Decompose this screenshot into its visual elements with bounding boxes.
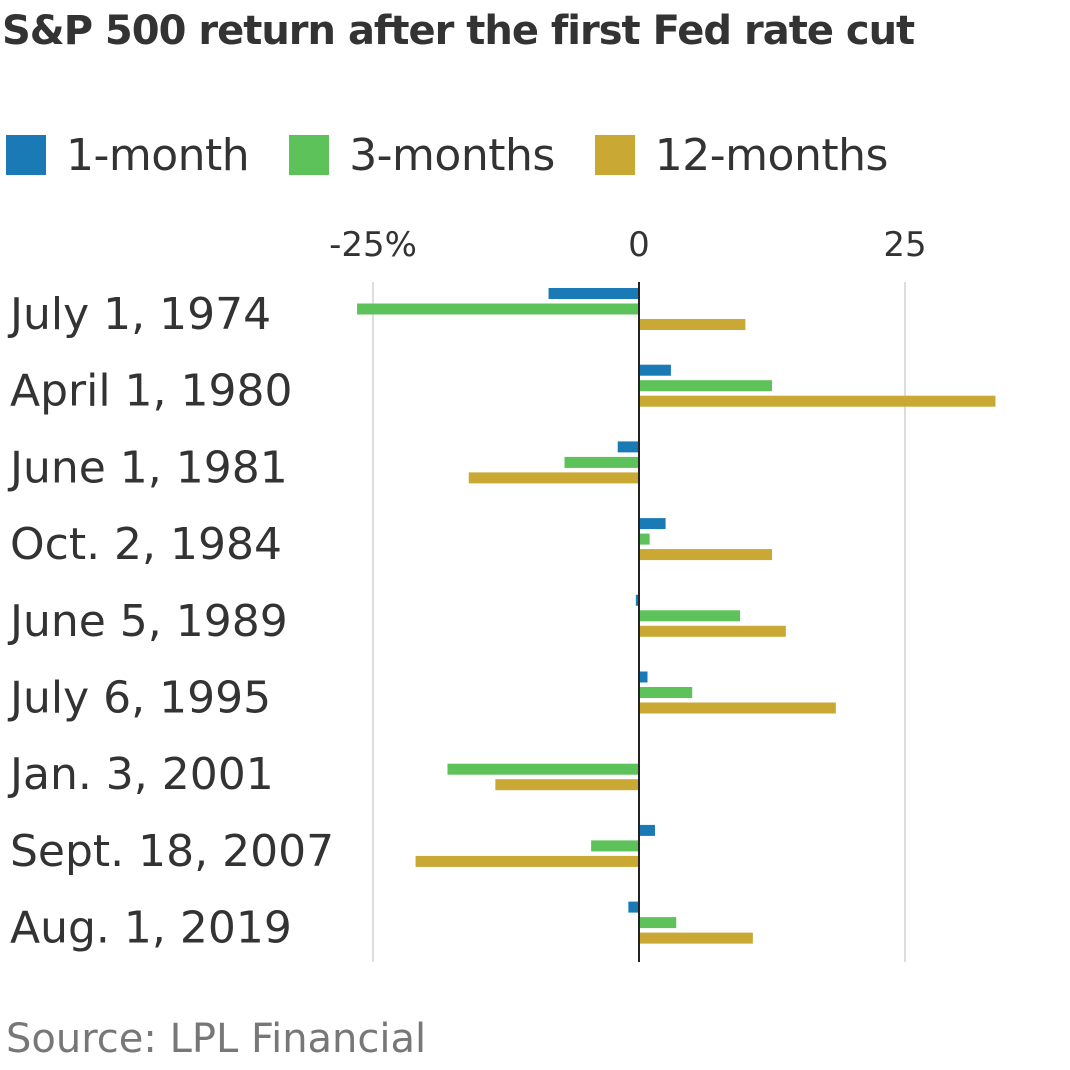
bar-1-month <box>548 288 639 299</box>
category-label-line: Oct. 2, 1984 <box>10 519 282 570</box>
bar-chart: -25% 0 25 July 1, 1974 April 1, 1980 June 1, … <box>7 225 996 962</box>
chart-legend: 1-month 3-months 12-months <box>6 126 928 184</box>
bar-12-months <box>639 702 836 714</box>
bar-12-months <box>495 779 639 791</box>
category-label: July 6, 1995 <box>7 673 271 724</box>
bar-1-month <box>639 671 648 683</box>
category-label: July 1, 1974 <box>7 289 271 340</box>
chart-title: S&P 500 return after the first Fed rate … <box>2 8 915 54</box>
bar-3-months <box>639 917 677 929</box>
bar-12-months <box>639 549 772 561</box>
legend-swatch-1-month <box>6 135 46 175</box>
bar-1-month <box>639 364 671 376</box>
bar-3-months <box>357 303 639 315</box>
category-label: Sept. 18, 2007 <box>10 826 334 877</box>
bar-1-month <box>639 518 666 530</box>
legend-swatch-12-months <box>594 135 635 175</box>
legend-swatch-3-months <box>289 135 330 175</box>
bar-3-months <box>639 380 772 392</box>
bar-1-month <box>635 594 639 606</box>
bar-1-month <box>617 441 639 453</box>
category-label: Oct. 2, 1984 <box>10 519 282 570</box>
category-label-line: July 1, 1974 <box>7 289 271 340</box>
bar-1-month <box>628 901 639 913</box>
bar-12-months <box>468 472 639 484</box>
category-label: Jan. 3, 2001 <box>7 749 274 800</box>
bar-12-months <box>639 625 786 637</box>
category-label-line: July 6, 1995 <box>7 673 271 724</box>
category-label-line: Sept. 18, 2007 <box>10 826 334 877</box>
category-label-line: April 1, 1980 <box>10 366 293 417</box>
bar-1-month <box>639 824 655 836</box>
source-note: Source: LPL Financial <box>6 1016 427 1062</box>
x-tick-label: 0 <box>628 225 650 265</box>
category-label: June 5, 1989 <box>7 596 288 647</box>
bar-3-months <box>564 456 639 468</box>
category-label-line: June 5, 1989 <box>7 596 288 647</box>
category-label: June 1, 1981 <box>7 442 288 493</box>
bar-3-months <box>639 533 650 545</box>
bar-12-months <box>639 319 746 330</box>
category-label: April 1, 1980 <box>10 366 293 417</box>
category-label: Aug. 1, 2019 <box>10 903 292 954</box>
legend-item-12-months: 12-months <box>594 129 889 181</box>
bar-3-months <box>639 687 693 698</box>
legend-label-1-month: 1-month <box>66 129 250 181</box>
bar-3-months <box>591 840 639 852</box>
x-tick-label: 25 <box>883 225 926 265</box>
bar-12-months <box>415 855 639 867</box>
category-label-line: Aug. 1, 2019 <box>10 903 292 954</box>
legend-label-3-months: 3-months <box>349 129 555 181</box>
bar-3-months <box>447 763 639 775</box>
legend-label-12-months: 12-months <box>654 129 889 181</box>
legend-item-1-month: 1-month <box>6 129 250 181</box>
bar-12-months <box>639 395 996 407</box>
x-tick-label: -25% <box>329 225 417 265</box>
legend-item-3-months: 3-months <box>289 130 555 181</box>
bar-12-months <box>639 932 753 944</box>
category-label-line: Jan. 3, 2001 <box>7 749 274 800</box>
category-label-line: June 1, 1981 <box>7 442 288 493</box>
bar-3-months <box>639 610 741 622</box>
